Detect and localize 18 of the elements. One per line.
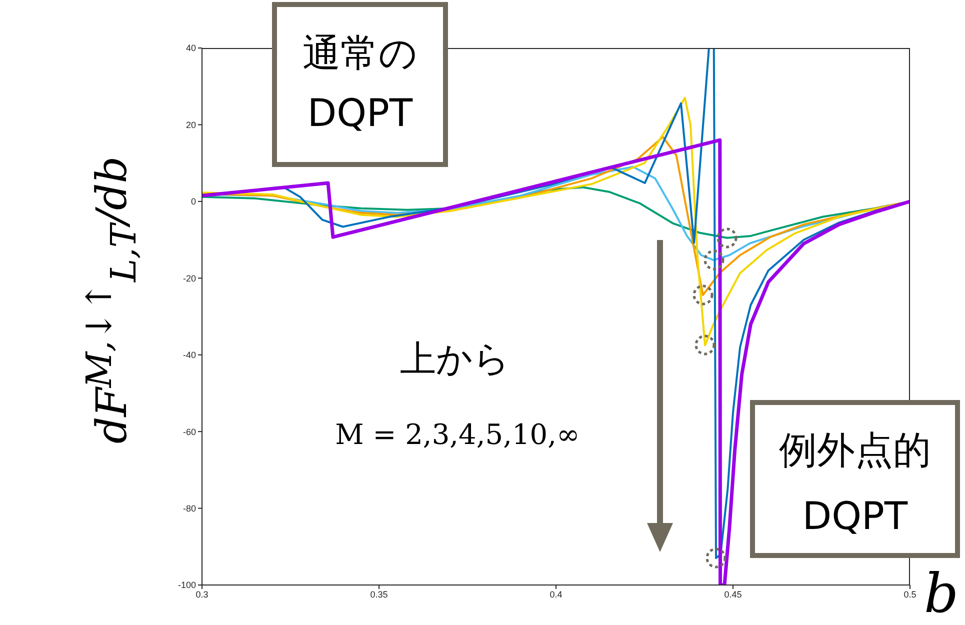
y-tick-label: -60 — [182, 426, 196, 437]
y-tick-label: 20 — [186, 120, 196, 130]
y-tick-label: 40 — [186, 43, 196, 54]
y-tick-label: -40 — [182, 350, 196, 360]
x-tick-label: 0.35 — [370, 589, 388, 600]
y-tick-label: 0 — [190, 196, 196, 207]
x-tick-label: 0.3 — [196, 589, 208, 600]
x-tick-label: 0.45 — [724, 589, 742, 600]
y-tick-label: -80 — [182, 503, 196, 514]
x-tick-label: 0.5 — [904, 589, 916, 600]
x-tick-label: 0.4 — [550, 589, 562, 600]
x-axis-title: b — [924, 562, 959, 625]
y-tick-label: -20 — [182, 273, 196, 284]
annotation: M = 2,3,4,5,10,∞ — [334, 418, 581, 451]
annotation: 通常の DQPT — [272, 2, 448, 167]
annotation: 例外点的 DQPT — [750, 400, 960, 558]
y-tick-label: -100 — [178, 580, 196, 590]
annotation: 上から — [399, 338, 511, 382]
